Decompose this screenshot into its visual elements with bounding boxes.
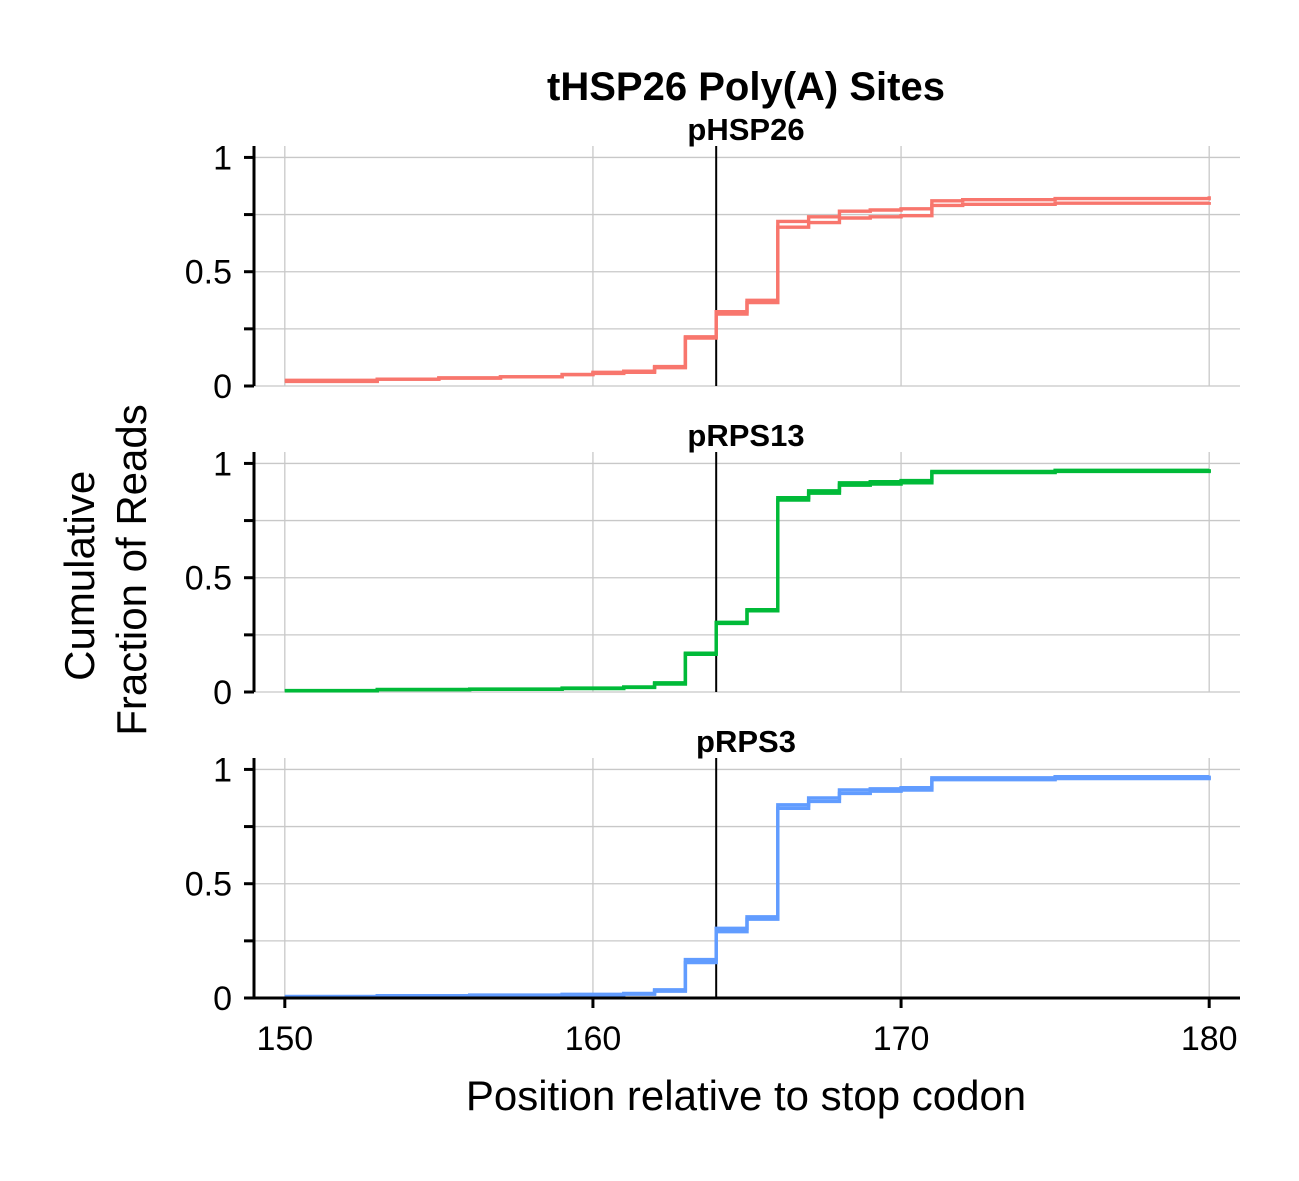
panel-title: pRPS13 — [687, 418, 804, 453]
panel-pHSP26: 0 0.5 1 pHSP26 — [185, 112, 1240, 406]
panel-pRPS13: 0 0.5 1 pRPS13 — [185, 418, 1240, 712]
y-axis-label: Cumulative Fraction of Reads — [56, 404, 155, 736]
y-axis-label-line-1: Cumulative — [56, 471, 103, 681]
panels: 0 0.5 1 pHSP26 0 0.5 1 pRPS13 0 0.5 1 pRPS3 — [185, 112, 1240, 1018]
series-line-pRPS3-2 — [284, 775, 1211, 999]
series-line-pRPS13-2 — [284, 468, 1211, 693]
y-tick-label: 0.5 — [185, 560, 232, 598]
series-line-pHSP26-2 — [284, 196, 1211, 384]
series-line-pHSP26-1 — [284, 201, 1211, 382]
x-tick-label: 160 — [565, 1020, 622, 1058]
y-axis-label-line-2: Fraction of Reads — [108, 404, 155, 736]
panel-title: pHSP26 — [687, 112, 804, 147]
y-tick-label: 0 — [213, 980, 232, 1018]
y-tick-label: 1 — [213, 751, 232, 789]
y-tick-label: 0 — [213, 674, 232, 712]
x-axis-label: Position relative to stop codon — [466, 1072, 1026, 1119]
y-tick-label: 0.5 — [185, 254, 232, 292]
panel-title: pRPS3 — [696, 724, 796, 759]
series-line-pRPS13-1 — [284, 469, 1211, 693]
y-tick-label: 1 — [213, 445, 232, 483]
y-tick-label: 0 — [213, 368, 232, 406]
y-tick-label: 1 — [213, 139, 232, 177]
y-tick-label: 0.5 — [185, 866, 232, 904]
x-tick-label: 180 — [1181, 1020, 1238, 1058]
x-axis: 150 160 170 180 — [254, 996, 1240, 1058]
x-tick-label: 150 — [256, 1020, 313, 1058]
x-tick-label: 170 — [873, 1020, 930, 1058]
series-line-pRPS3-1 — [284, 776, 1211, 999]
chart-title: tHSP26 Poly(A) Sites — [547, 65, 945, 109]
panel-pRPS3: 0 0.5 1 pRPS3 — [185, 724, 1240, 1018]
